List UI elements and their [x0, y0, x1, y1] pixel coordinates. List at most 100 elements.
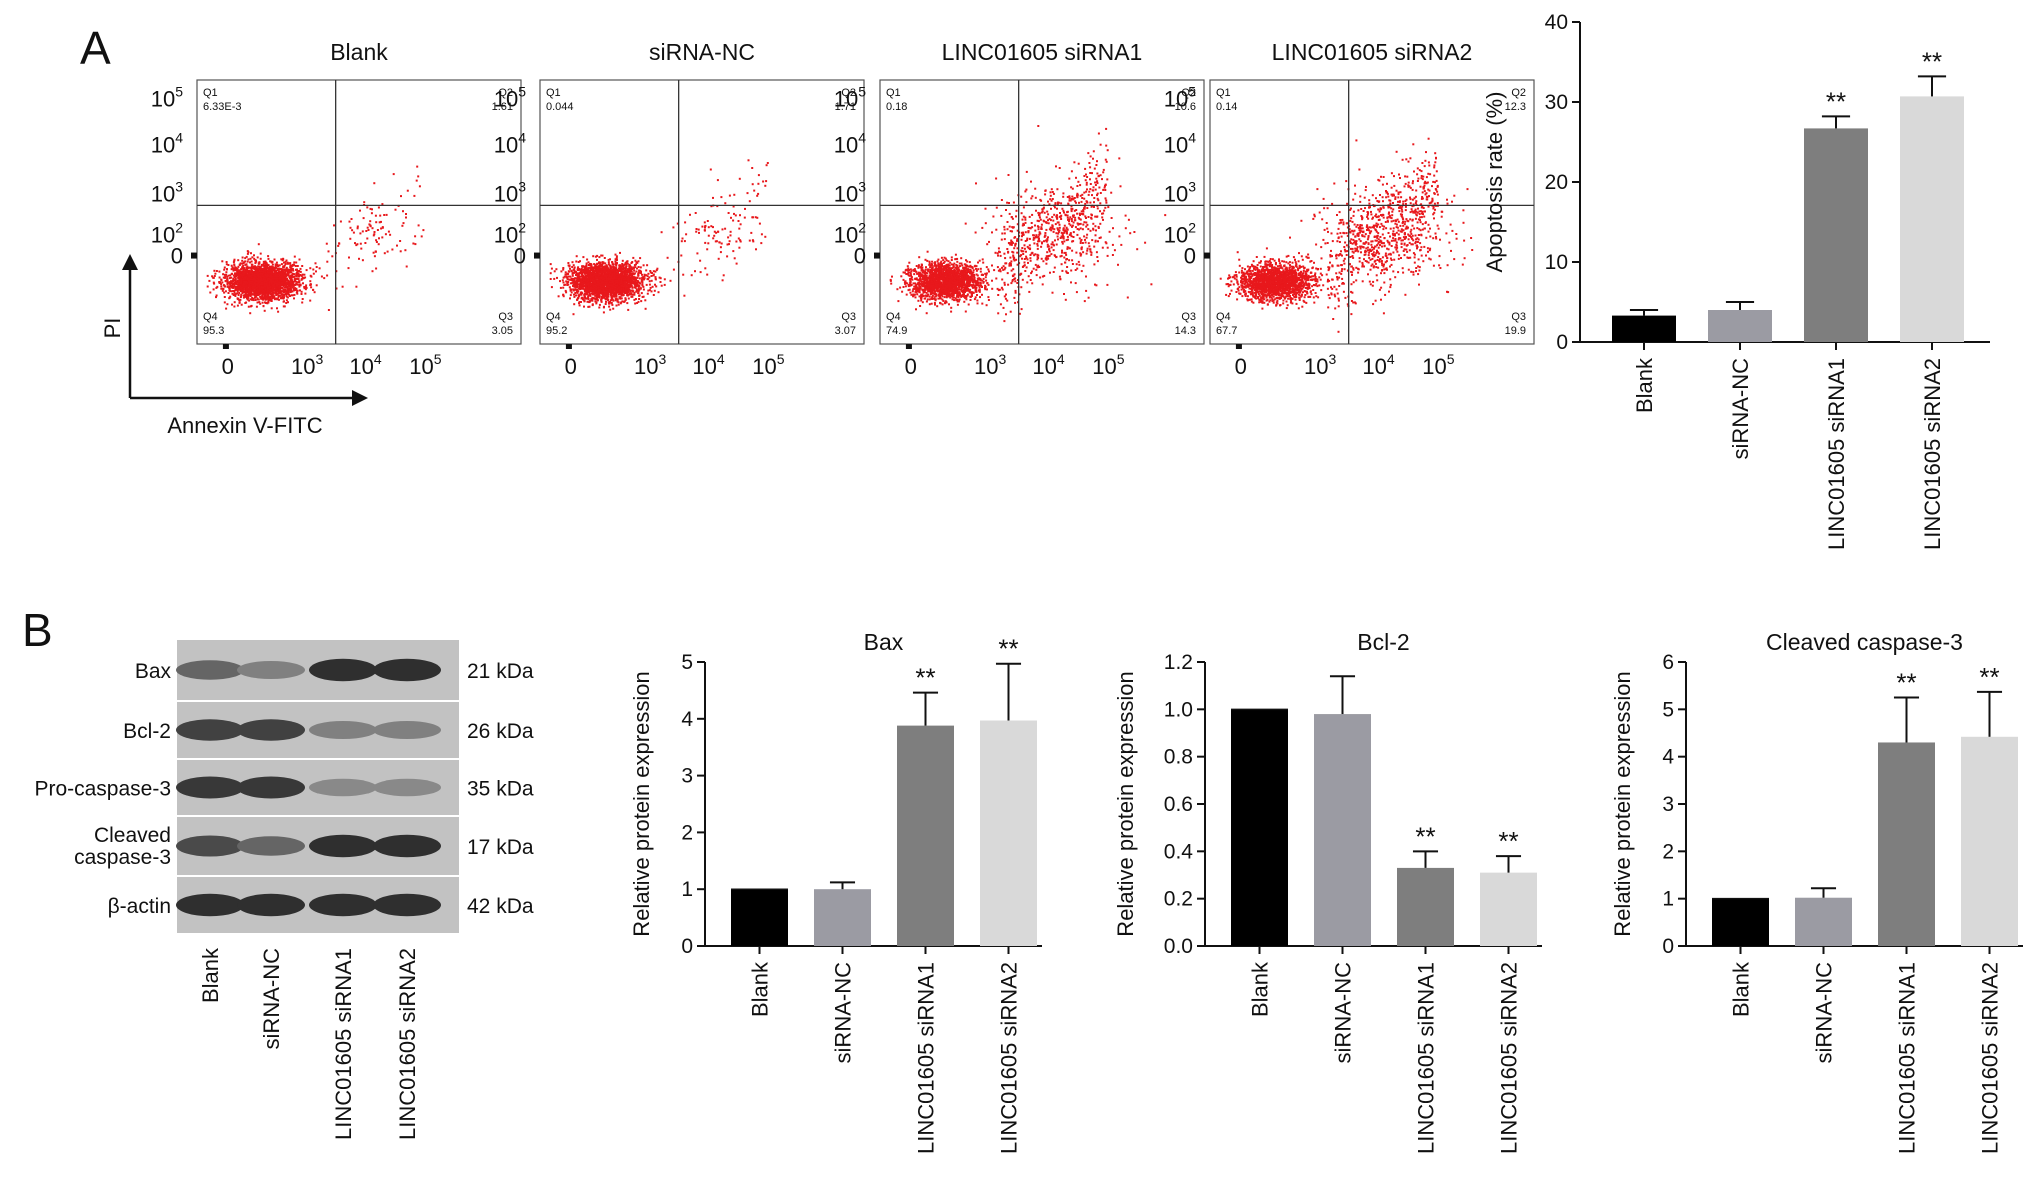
flow-dot [575, 281, 578, 284]
flow-y-tick-exponent: 5 [175, 83, 183, 99]
flow-dot [650, 279, 653, 282]
flow-dot [562, 268, 565, 271]
flow-dot [604, 265, 607, 268]
flow-dot [276, 273, 279, 276]
flow-dot [716, 205, 719, 208]
flow-dot [296, 277, 299, 280]
flow-dot [587, 305, 590, 308]
flow-dot [615, 259, 618, 262]
flow-dot [359, 232, 362, 235]
flow-dot [618, 290, 621, 293]
flow-dot [244, 263, 247, 266]
flow-dot [638, 294, 641, 297]
flow-x-tick-base: 10 [409, 354, 433, 379]
flow-dot [265, 298, 268, 301]
flow-dot [622, 294, 625, 296]
flow-dot [289, 287, 292, 290]
flow-dot [285, 302, 288, 304]
flow-dot [596, 254, 599, 257]
flow-dot [631, 295, 634, 298]
flow-dot [560, 270, 563, 273]
flow-dot [578, 277, 581, 279]
flow-dot [231, 292, 234, 295]
flow-dot [331, 255, 334, 258]
flow-dot [252, 283, 255, 286]
flow-dot [258, 287, 261, 290]
flow-dot [282, 274, 285, 276]
flow-dot [268, 288, 271, 291]
flow-dot [580, 293, 583, 296]
flow-dot [570, 270, 573, 273]
flow-dot [586, 281, 589, 283]
flow-dot [739, 240, 742, 243]
flow-dot [250, 270, 253, 272]
flow-dot [572, 271, 575, 274]
flow-dot [576, 298, 579, 301]
flow-dot [582, 287, 585, 290]
flow-dot [607, 274, 609, 277]
flow-dot [649, 271, 652, 274]
flow-dot [585, 297, 588, 300]
flow-dot [572, 289, 575, 292]
flow-dot [653, 289, 656, 292]
flow-dot [249, 257, 252, 260]
flow-dot [242, 282, 245, 285]
flow-dot [707, 226, 710, 229]
flow-dot [288, 275, 291, 278]
flow-dot [289, 284, 292, 287]
flow-dot [298, 281, 301, 284]
flow-y-tick: 103 [151, 179, 183, 207]
flow-dot [638, 277, 641, 280]
flow-dot [637, 271, 640, 274]
flow-dot [282, 278, 285, 280]
flow-dot [601, 254, 604, 257]
flow-dot [272, 296, 275, 299]
flow-dot [728, 243, 730, 246]
flow-dot [654, 276, 657, 279]
flow-dot [298, 275, 300, 278]
flow-dot [565, 276, 568, 279]
flow-dot [283, 305, 286, 308]
flow-dot [236, 273, 239, 276]
flow-dot [233, 276, 236, 278]
flow-dot [238, 278, 241, 281]
flow-dot [285, 275, 287, 278]
flow-dot [384, 233, 387, 236]
flow-dot [634, 302, 637, 305]
flow-dot [264, 288, 267, 291]
flow-dot [573, 281, 575, 284]
quadrant-q3-value: 3.05 [492, 325, 513, 337]
flow-dot [556, 276, 558, 279]
flow-dot [283, 296, 285, 299]
quadrant-q1-name: Q1 [203, 87, 218, 99]
flow-dot [240, 278, 243, 281]
flow-dot [223, 301, 226, 304]
flow-dot [229, 295, 232, 298]
flow-dot [242, 267, 245, 270]
flow-dot [206, 285, 209, 288]
flow-dot [271, 288, 274, 291]
flow-dot [587, 261, 590, 264]
flow-dot [257, 276, 260, 278]
flow-dot [601, 276, 604, 279]
flow-dot [254, 280, 257, 282]
flow-dot [729, 230, 732, 233]
flow-dot [256, 272, 259, 274]
flow-dot [615, 294, 618, 297]
flow-dot [252, 285, 255, 288]
flow-dot [266, 266, 269, 269]
flow-dot [628, 278, 631, 281]
panel-b-letter: B [22, 604, 53, 656]
flow-dot [267, 264, 270, 267]
flow-dot [626, 270, 629, 273]
flow-dot [415, 179, 418, 182]
flow-dot [351, 229, 354, 232]
flow-dot [305, 269, 308, 272]
flow-dot [225, 273, 228, 276]
flow-dot [246, 277, 249, 280]
flow-dot [231, 266, 234, 269]
flow-dot [616, 284, 619, 287]
flow-dot [624, 274, 627, 277]
flow-dot [619, 264, 622, 267]
flow-dot [276, 290, 279, 293]
